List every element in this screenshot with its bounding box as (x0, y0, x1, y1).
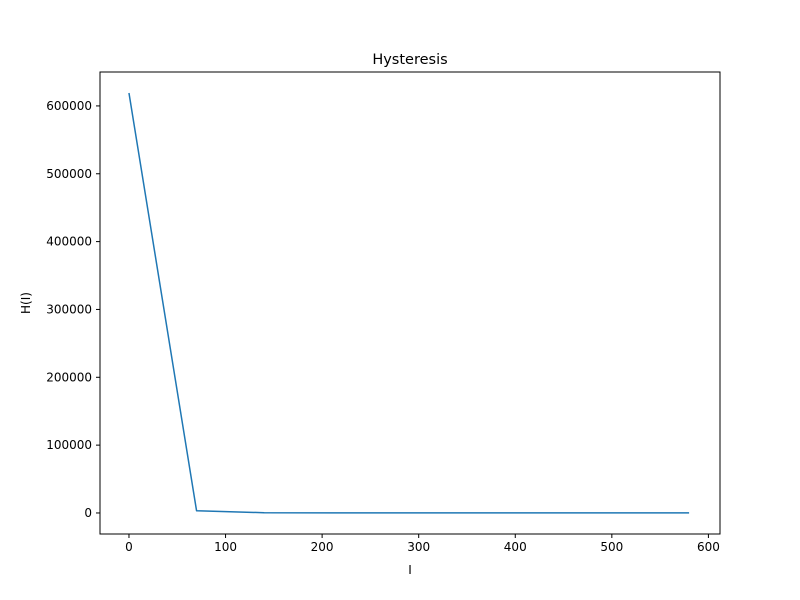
y-tick-label: 200000 (46, 370, 92, 384)
x-axis-ticks: 0 100 200 300 400 500 600 (125, 534, 720, 554)
x-axis-label: I (408, 563, 412, 577)
y-tick-label: 500000 (46, 167, 92, 181)
y-tick-label: 600000 (46, 99, 92, 113)
x-tick-label: 500 (600, 540, 623, 554)
y-tick-label: 300000 (46, 302, 92, 316)
y-tick-label: 0 (84, 506, 92, 520)
x-tick-label: 0 (125, 540, 133, 554)
series-line (128, 92, 690, 514)
y-axis-ticks: 0 100000 200000 300000 400000 500000 600000 (46, 99, 100, 520)
series-layer (128, 92, 690, 514)
x-tick-label: 200 (311, 540, 334, 554)
y-tick-label: 100000 (46, 438, 92, 452)
x-tick-label: 600 (697, 540, 720, 554)
x-tick-label: 400 (504, 540, 527, 554)
chart-title: Hysteresis (372, 52, 447, 68)
y-axis-label: H(I) (19, 292, 33, 314)
x-tick-label: 100 (214, 540, 237, 554)
x-tick-label: 300 (407, 540, 430, 554)
plot-area-background (100, 72, 720, 534)
plot-frame (99, 71, 721, 535)
y-tick-label: 400000 (46, 235, 92, 249)
